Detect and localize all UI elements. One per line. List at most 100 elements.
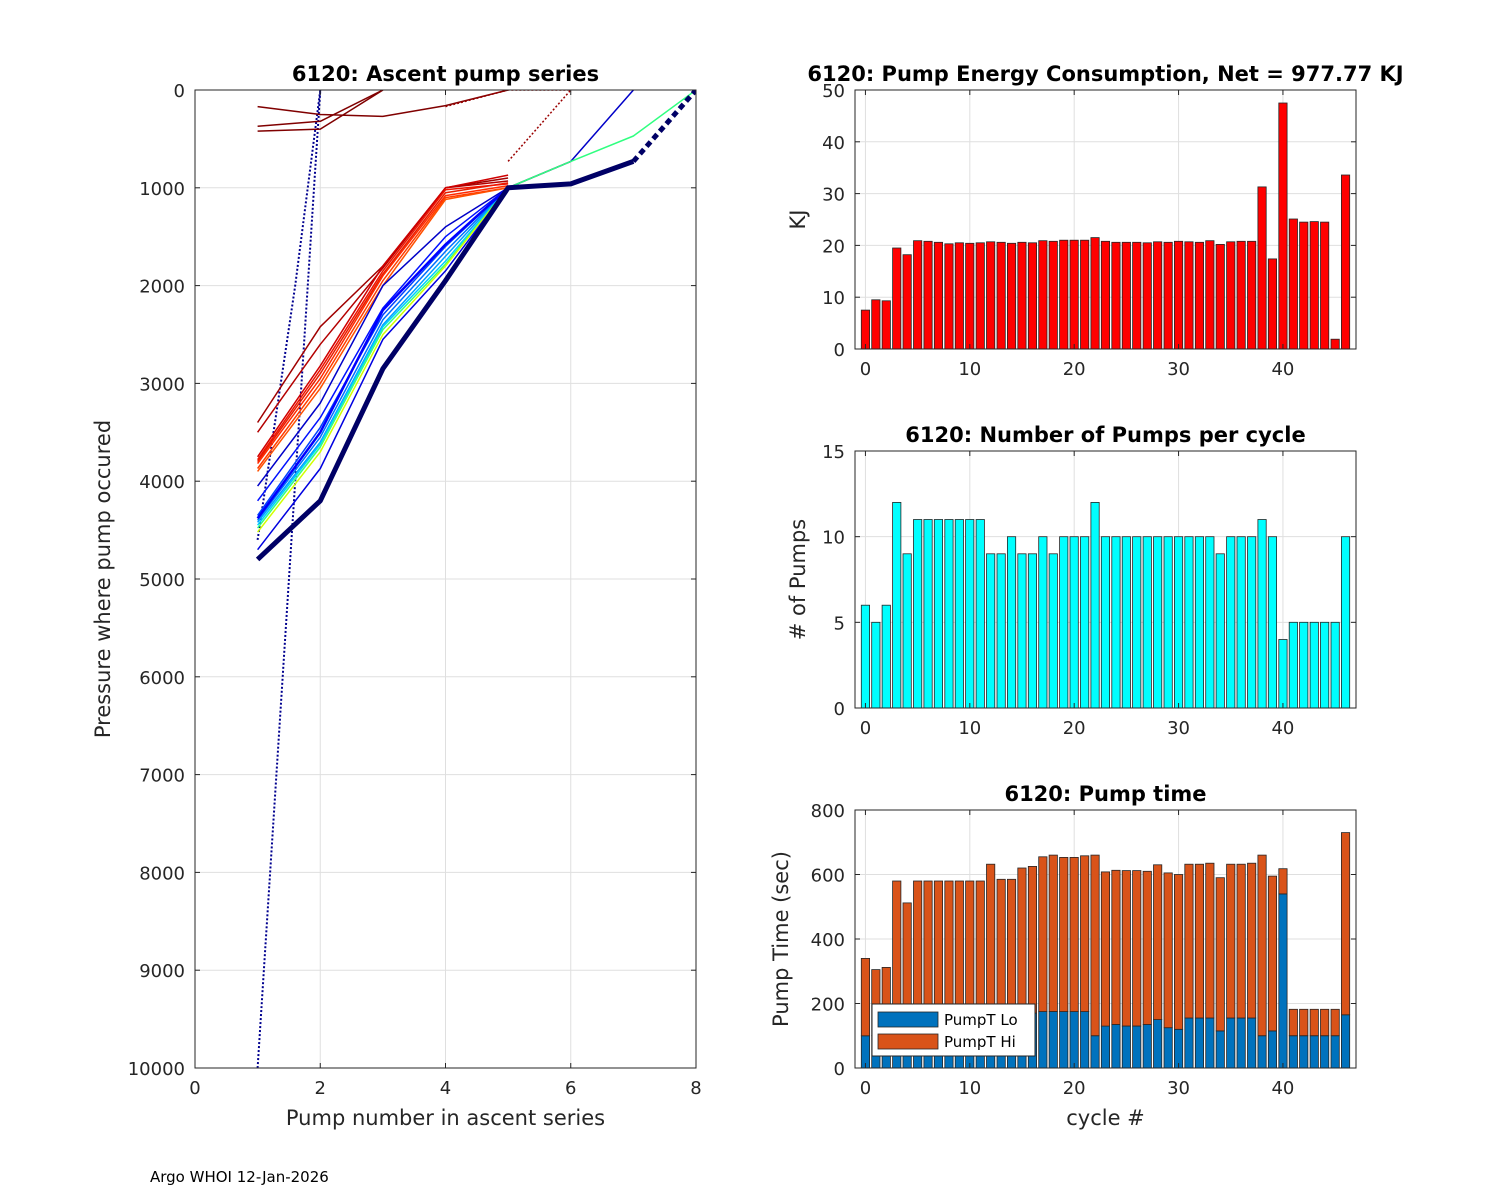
bar-hi-44 — [1320, 1008, 1330, 1037]
y-tick-label: 10000 — [128, 1059, 185, 1080]
bar-37 — [1247, 536, 1257, 709]
pumps-per-cycle-axes: 0 10 20 30 40 0 5 10 15 6120: Number of Pumps per… — [786, 423, 1357, 739]
x-tick-label: 20 — [1063, 1078, 1086, 1099]
legend: PumpT Lo PumpT Hi — [871, 1003, 1036, 1057]
bar-hi-28 — [1153, 864, 1163, 1020]
bar-21 — [1080, 536, 1090, 709]
bar-21 — [1080, 239, 1090, 350]
bar-38 — [1257, 186, 1267, 350]
bar-40 — [1278, 102, 1288, 350]
y-tick-label: 200 — [811, 995, 845, 1016]
bar-35 — [1226, 241, 1236, 350]
bar-2 — [881, 604, 891, 709]
x-tick-label: 6 — [565, 1078, 576, 1099]
y-axis-label: Pressure where pump occured — [91, 420, 115, 738]
series-line-c1 — [256, 90, 322, 1068]
series-line-r6 — [256, 187, 509, 469]
bar-39 — [1267, 258, 1278, 350]
bar-28 — [1153, 536, 1163, 709]
footer-credit: Argo WHOI 12-Jan-2026 — [150, 1168, 329, 1186]
bar-lo-34 — [1215, 1030, 1225, 1069]
y-axis-label: KJ — [786, 210, 810, 230]
bar-44 — [1320, 621, 1330, 709]
bar-hi-36 — [1236, 863, 1246, 1019]
bar-9 — [954, 519, 964, 709]
x-axis-label: Pump number in ascent series — [286, 1106, 605, 1130]
bar-14 — [1007, 242, 1017, 350]
ascent-pump-series-axes: 0 2 4 6 8 0 1000 2000 3000 4000 5000 6000 7000 8000 90… — [91, 62, 702, 1130]
x-tick-label: 40 — [1271, 1078, 1294, 1099]
bar-29 — [1163, 536, 1173, 709]
x-tick-label: 2 — [315, 1078, 326, 1099]
y-tick-label: 800 — [811, 801, 845, 822]
bar-30 — [1174, 536, 1184, 709]
bar-lo-26 — [1132, 1025, 1142, 1069]
bar-hi-33 — [1205, 862, 1215, 1019]
chart-title: 6120: Number of Pumps per cycle — [905, 423, 1305, 447]
bar-lo-38 — [1257, 1035, 1267, 1069]
series-line-k1 — [255, 159, 635, 562]
bar-lo-39 — [1267, 1030, 1278, 1069]
bar-16 — [1027, 242, 1038, 350]
x-tick-label: 0 — [860, 359, 871, 380]
bar-45 — [1330, 621, 1340, 709]
bar-35 — [1226, 536, 1236, 709]
bar-lo-19 — [1059, 1011, 1069, 1069]
bar-12 — [986, 553, 996, 709]
bar-20 — [1069, 239, 1079, 350]
bar-lo-42 — [1299, 1035, 1309, 1069]
bar-7 — [933, 519, 943, 709]
bar-27 — [1142, 242, 1152, 350]
bar-10 — [965, 519, 975, 709]
series-line-r7 — [256, 183, 509, 461]
bar-hi-39 — [1267, 875, 1278, 1032]
bar-lo-37 — [1247, 1017, 1257, 1069]
bar-hi-29 — [1163, 872, 1173, 1029]
bar-lo-30 — [1174, 1028, 1184, 1069]
bar-lo-20 — [1069, 1011, 1079, 1069]
bar-lo-45 — [1330, 1035, 1340, 1069]
bar-lo-35 — [1226, 1017, 1236, 1069]
bar-3 — [892, 247, 902, 350]
x-tick-label: 40 — [1271, 359, 1294, 380]
bar-hi-22 — [1090, 854, 1100, 1037]
bar-46 — [1341, 536, 1351, 709]
bar-26 — [1132, 536, 1142, 709]
bar-17 — [1038, 536, 1048, 709]
bar-32 — [1194, 241, 1205, 350]
x-tick-label: 30 — [1167, 1078, 1190, 1099]
bar-lo-25 — [1121, 1025, 1131, 1069]
bar-36 — [1236, 536, 1246, 709]
bar-hi-23 — [1100, 871, 1111, 1027]
bar-23 — [1100, 240, 1111, 350]
y-tick-label: 8000 — [139, 863, 185, 884]
bar-1 — [871, 621, 881, 709]
bar-lo-29 — [1163, 1027, 1173, 1069]
y-tick-label: 7000 — [139, 766, 185, 787]
series-line-y1 — [257, 187, 509, 533]
bar-0 — [860, 604, 870, 709]
y-tick-label: 4000 — [139, 472, 185, 493]
bar-32 — [1194, 536, 1205, 709]
axes-frame — [854, 450, 1357, 709]
y-tick-label: 0 — [834, 1059, 845, 1080]
bar-19 — [1059, 239, 1069, 350]
bar-44 — [1320, 221, 1330, 350]
series-line-r2 — [256, 180, 509, 433]
bar-46 — [1341, 174, 1351, 350]
bar-25 — [1121, 241, 1131, 350]
bar-3 — [892, 501, 902, 709]
y-tick-label: 1000 — [139, 179, 185, 200]
bar-13 — [996, 553, 1006, 709]
bar-hi-24 — [1111, 869, 1121, 1025]
y-tick-label: 6000 — [139, 668, 185, 689]
bar-41 — [1288, 218, 1298, 350]
x-tick-label: 10 — [958, 1078, 981, 1099]
series-line-b8 — [256, 186, 509, 520]
bar-lo-28 — [1153, 1019, 1163, 1069]
series-group — [255, 90, 696, 1068]
bar-31 — [1184, 241, 1194, 350]
x-tick-label: 4 — [440, 1078, 451, 1099]
series-line-c4 — [257, 90, 384, 127]
